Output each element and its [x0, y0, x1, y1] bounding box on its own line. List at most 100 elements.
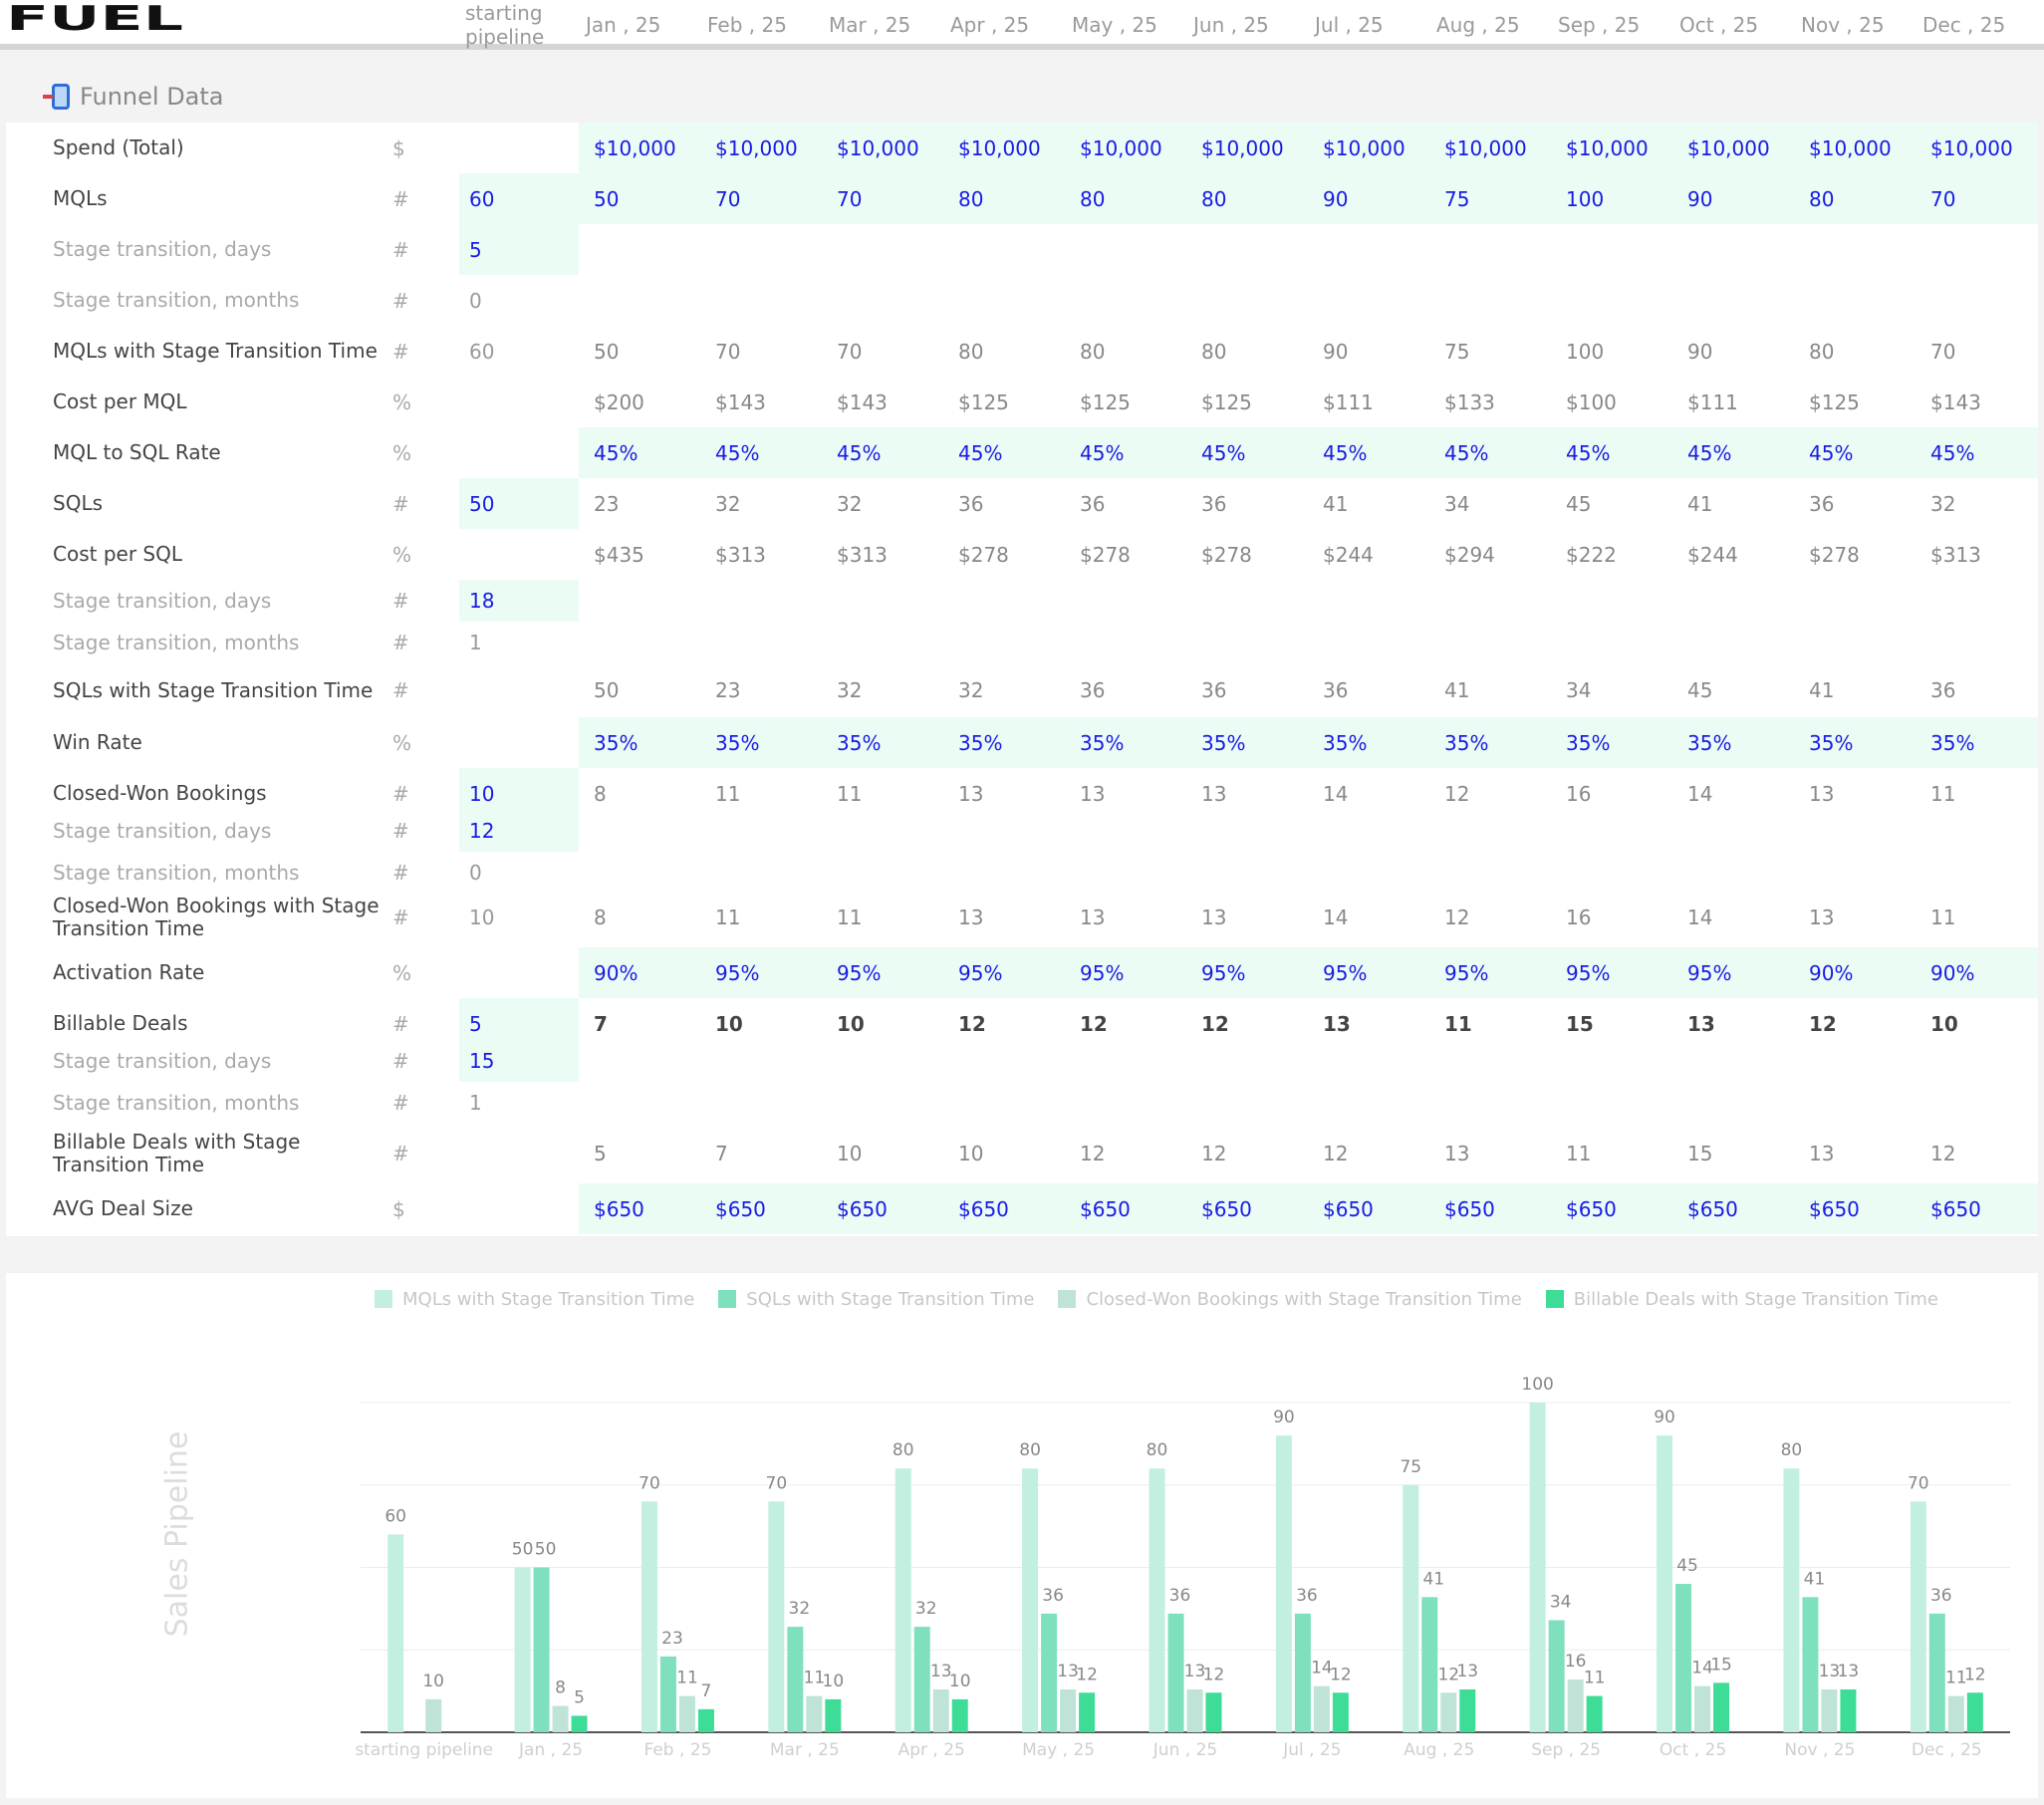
month-input-cell[interactable]: 45%	[594, 440, 639, 465]
month-value-cell: $200	[594, 389, 644, 414]
month-input-cell[interactable]: 35%	[1809, 730, 1854, 755]
starting-pipeline-input[interactable]: 15	[459, 1040, 579, 1082]
month-input-cell[interactable]: 35%	[1080, 730, 1125, 755]
row-unit: #	[392, 819, 409, 843]
month-input-cell[interactable]: 45%	[1201, 440, 1246, 465]
month-input-cell[interactable]: $650	[1809, 1196, 1860, 1221]
header-column-7: Jul , 25	[1315, 13, 1384, 37]
month-input-cell[interactable]: 35%	[594, 730, 639, 755]
month-input-cell[interactable]: $10,000	[958, 135, 1041, 160]
row-label: MQLs	[53, 186, 108, 210]
month-input-cell[interactable]: 45%	[1930, 440, 1975, 465]
month-input-cell[interactable]: 70	[837, 186, 863, 211]
month-value-cell: 36	[1323, 678, 1349, 702]
month-input-cell[interactable]: $10,000	[715, 135, 798, 160]
month-input-cell[interactable]: 35%	[1687, 730, 1732, 755]
month-input-cell[interactable]: $650	[715, 1196, 766, 1221]
month-input-cell[interactable]: 45%	[1080, 440, 1125, 465]
month-input-cell[interactable]: 95%	[715, 960, 760, 985]
month-input-cell[interactable]: 45%	[1444, 440, 1489, 465]
header-bar: FUEL starting pipeline Jan , 25 Feb , 25 Ma…	[0, 0, 2044, 50]
month-input-cell[interactable]: 70	[1930, 186, 1956, 211]
month-input-cell[interactable]: $10,000	[1930, 135, 2013, 160]
month-input-cell[interactable]: 95%	[837, 960, 882, 985]
month-input-cell[interactable]: 35%	[1566, 730, 1611, 755]
month-input-cell[interactable]: $650	[1687, 1196, 1738, 1221]
starting-pipeline-input[interactable]: 12	[459, 810, 579, 852]
month-input-cell[interactable]: 95%	[1687, 960, 1732, 985]
month-input-cell[interactable]: 95%	[1323, 960, 1368, 985]
month-input-cell[interactable]: $650	[1444, 1196, 1495, 1221]
month-input-cell[interactable]: 50	[594, 186, 620, 211]
month-input-cell[interactable]: 80	[1201, 186, 1227, 211]
month-input-cell[interactable]: $650	[1323, 1196, 1374, 1221]
month-input-cell[interactable]: $650	[594, 1196, 644, 1221]
month-value-cell: 50	[594, 339, 620, 364]
month-input-cell[interactable]: $650	[1201, 1196, 1252, 1221]
fuel-logo[interactable]: FUEL	[6, 0, 185, 39]
starting-pipeline-input[interactable]: 50	[459, 478, 579, 529]
month-input-cell[interactable]: 75	[1444, 186, 1470, 211]
month-input-cell[interactable]: 35%	[715, 730, 760, 755]
month-input-cell[interactable]: 95%	[1566, 960, 1611, 985]
month-input-cell[interactable]: 95%	[1444, 960, 1489, 985]
month-input-cell[interactable]: 90%	[1930, 960, 1975, 985]
table-row: Stage transition, days #15	[6, 1040, 2038, 1082]
month-input-cell[interactable]: 45%	[1809, 440, 1854, 465]
month-input-cell[interactable]: $650	[837, 1196, 888, 1221]
month-input-cell[interactable]: 35%	[1201, 730, 1246, 755]
month-input-cell[interactable]: $10,000	[1323, 135, 1405, 160]
month-value-cell: $435	[594, 542, 644, 567]
month-input-cell[interactable]: 45%	[715, 440, 760, 465]
month-input-cell[interactable]: 45%	[958, 440, 1003, 465]
month-input-cell[interactable]: $650	[958, 1196, 1009, 1221]
month-input-cell[interactable]: 90%	[1809, 960, 1854, 985]
month-input-cell[interactable]: $650	[1566, 1196, 1617, 1221]
month-input-cell[interactable]: 70	[715, 186, 741, 211]
month-input-cell[interactable]: 80	[1080, 186, 1106, 211]
starting-pipeline-input[interactable]: 18	[459, 580, 579, 622]
month-input-cell[interactable]: $10,000	[1080, 135, 1162, 160]
month-input-cell[interactable]: 45%	[1566, 440, 1611, 465]
month-input-cell[interactable]: $650	[1080, 1196, 1131, 1221]
legend-item[interactable]: SQLs with Stage Transition Time	[718, 1289, 1034, 1310]
row-unit: #	[392, 781, 409, 806]
month-input-cell[interactable]: 95%	[1080, 960, 1125, 985]
month-input-cell[interactable]: 95%	[1201, 960, 1246, 985]
month-value-cell: 12	[1080, 1011, 1108, 1036]
header-column-9: Sep , 25	[1558, 13, 1641, 37]
month-input-cell[interactable]: 80	[1809, 186, 1835, 211]
legend-item[interactable]: MQLs with Stage Transition Time	[375, 1289, 694, 1310]
month-input-cell[interactable]: $10,000	[1809, 135, 1892, 160]
month-input-cell[interactable]: 90	[1687, 186, 1713, 211]
month-value-cell: 80	[1809, 339, 1835, 364]
month-input-cell[interactable]: $10,000	[594, 135, 676, 160]
month-input-cell[interactable]: 80	[958, 186, 984, 211]
month-input-cell[interactable]: 35%	[1930, 730, 1975, 755]
legend-item[interactable]: Closed-Won Bookings with Stage Transitio…	[1058, 1289, 1522, 1310]
month-input-cell[interactable]: 100	[1566, 186, 1605, 211]
month-input-cell[interactable]: 90%	[594, 960, 639, 985]
month-value-cell: 90	[1323, 339, 1349, 364]
month-input-cell[interactable]: $10,000	[1566, 135, 1649, 160]
month-input-cell[interactable]: 45%	[1687, 440, 1732, 465]
month-value-cell: $278	[1201, 542, 1252, 567]
month-value-cell: 12	[1444, 781, 1470, 806]
month-input-cell[interactable]: $10,000	[1444, 135, 1527, 160]
legend-item[interactable]: Billable Deals with Stage Transition Tim…	[1545, 1289, 1938, 1310]
month-input-cell[interactable]: $10,000	[837, 135, 919, 160]
starting-pipeline-input[interactable]: 5	[459, 224, 579, 275]
month-input-cell[interactable]: 35%	[1323, 730, 1368, 755]
month-input-cell[interactable]: 45%	[837, 440, 882, 465]
month-input-cell[interactable]: 35%	[1444, 730, 1489, 755]
month-input-cell[interactable]: 35%	[958, 730, 1003, 755]
table-row: MQLs with Stage Transition Time #60 50 70 70…	[6, 326, 2038, 377]
month-input-cell[interactable]: 90	[1323, 186, 1349, 211]
starting-pipeline-input[interactable]: 60	[459, 173, 579, 224]
month-input-cell[interactable]: 95%	[958, 960, 1003, 985]
month-input-cell[interactable]: $650	[1930, 1196, 1981, 1221]
month-input-cell[interactable]: 35%	[837, 730, 882, 755]
month-input-cell[interactable]: 45%	[1323, 440, 1368, 465]
month-input-cell[interactable]: $10,000	[1687, 135, 1770, 160]
month-input-cell[interactable]: $10,000	[1201, 135, 1284, 160]
